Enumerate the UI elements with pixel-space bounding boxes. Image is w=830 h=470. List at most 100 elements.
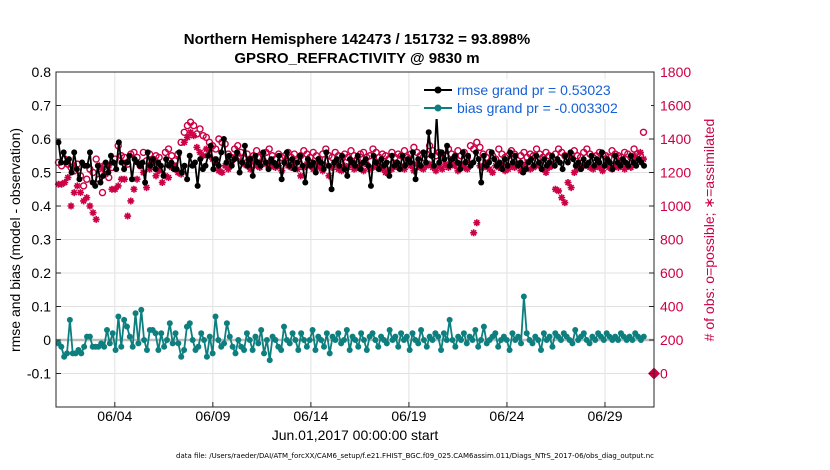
y-left-tick-label: 0.5 bbox=[32, 165, 52, 181]
y-right-tick-label: 0 bbox=[660, 366, 668, 382]
obs-assimilated-point bbox=[80, 197, 88, 205]
rmse-point bbox=[226, 152, 233, 159]
bias-point bbox=[580, 330, 587, 337]
obs-assimilated-point bbox=[61, 179, 69, 187]
obs-assimilated-point bbox=[627, 163, 635, 171]
bias-point bbox=[418, 326, 425, 333]
x-tick-label: 06/29 bbox=[587, 408, 622, 424]
rmse-point bbox=[609, 166, 616, 173]
rmse-point bbox=[210, 166, 217, 173]
y-axis-left-label: rmse and bias (model - observation) bbox=[7, 128, 23, 352]
obs-assimilated-point bbox=[501, 167, 509, 175]
obs-assimilated-point bbox=[325, 172, 333, 180]
bias-point bbox=[446, 316, 453, 323]
bias-point bbox=[166, 320, 173, 327]
bias-point bbox=[64, 350, 71, 357]
rmse-point bbox=[110, 159, 117, 166]
rmse-point bbox=[344, 172, 351, 179]
obs-assimilated-point bbox=[155, 167, 163, 175]
obs-possible-point bbox=[190, 121, 198, 130]
bias-point bbox=[372, 337, 379, 343]
bias-point bbox=[163, 337, 170, 343]
rmse-point bbox=[641, 162, 648, 169]
obs-assimilated-point bbox=[165, 174, 173, 182]
rmse-point bbox=[430, 162, 437, 169]
bias-point bbox=[518, 340, 525, 347]
obs-assimilated-point bbox=[432, 167, 440, 175]
bias-point bbox=[281, 323, 288, 330]
rmse-point bbox=[283, 149, 290, 156]
obs-assimilated-point bbox=[570, 169, 578, 176]
bias-point bbox=[449, 337, 456, 343]
bias-point bbox=[423, 343, 430, 350]
rmse-point bbox=[409, 149, 416, 156]
obs-assimilated-point bbox=[621, 165, 629, 173]
obs-assimilated-point bbox=[218, 169, 226, 176]
bias-point bbox=[557, 337, 564, 343]
rmse-point bbox=[202, 162, 209, 169]
obs-possible-point bbox=[265, 145, 273, 153]
obs-possible-point bbox=[347, 147, 355, 155]
bias-point bbox=[298, 330, 305, 337]
rmse-point bbox=[320, 166, 327, 173]
bias-point bbox=[215, 337, 222, 343]
bias-point bbox=[469, 337, 476, 343]
bias-point bbox=[452, 343, 459, 350]
chart-subtitle: GPSRO_REFRACTIVITY @ 9830 m bbox=[234, 50, 479, 67]
obs-assimilated-point bbox=[372, 162, 380, 170]
obs-assimilated-point bbox=[316, 163, 324, 171]
obs-assimilated-point bbox=[202, 145, 210, 153]
legend-bias-marker bbox=[434, 104, 442, 112]
obs-assimilated-point bbox=[127, 197, 135, 205]
rmse-point bbox=[559, 166, 566, 173]
rmse-point bbox=[220, 136, 227, 142]
obs-assimilated-point bbox=[102, 170, 110, 178]
bias-point bbox=[615, 337, 622, 343]
x-tick-label: 06/24 bbox=[489, 408, 524, 424]
bias-point bbox=[312, 347, 319, 354]
y-right-tick-label: 1400 bbox=[660, 131, 691, 147]
obs-assimilated-point bbox=[290, 158, 298, 166]
bias-point bbox=[460, 330, 467, 337]
obs-assimilated-point bbox=[507, 162, 515, 170]
rmse-point bbox=[601, 162, 608, 169]
rmse-point bbox=[556, 159, 563, 166]
rmse-point bbox=[191, 159, 198, 166]
bias-point bbox=[429, 337, 436, 343]
legend: rmse grand pr = 0.53023 bias grand pr = … bbox=[420, 79, 651, 119]
rmse-point bbox=[362, 156, 369, 163]
bias-point bbox=[478, 337, 485, 343]
rmse-point bbox=[486, 159, 493, 166]
rmse-point bbox=[504, 162, 511, 169]
rmse-point bbox=[139, 159, 146, 166]
rmse-point bbox=[194, 182, 201, 189]
obs-assimilated-point bbox=[460, 163, 468, 171]
rmse-point bbox=[333, 156, 340, 163]
rmse-point bbox=[168, 159, 175, 166]
obs-assimilated-point bbox=[338, 167, 346, 175]
obs-possible-point bbox=[196, 125, 204, 133]
bias-point bbox=[109, 330, 116, 337]
obs-assimilated-point bbox=[174, 169, 182, 176]
rmse-point bbox=[94, 162, 101, 169]
rmse-point bbox=[58, 159, 65, 166]
obs-assimilated-point bbox=[636, 148, 644, 156]
bias-point bbox=[343, 326, 350, 333]
y-right-ticks: 0 200 400 600 800 1000 1200 1400 1600 1800 bbox=[649, 64, 691, 382]
bias-point bbox=[106, 340, 113, 347]
rmse-point bbox=[223, 159, 230, 166]
rmse-point bbox=[365, 162, 372, 169]
legend-rmse-label: rmse grand pr = 0.53023 bbox=[457, 82, 611, 98]
obs-assimilated-point bbox=[438, 165, 446, 173]
rmse-point bbox=[517, 159, 524, 166]
rmse-point bbox=[142, 179, 149, 186]
bias-point bbox=[480, 323, 487, 330]
y-right-tick-label: 200 bbox=[660, 332, 684, 348]
rmse-point bbox=[231, 156, 238, 163]
rmse-point bbox=[633, 162, 640, 169]
obs-assimilated-point bbox=[83, 194, 91, 202]
obs-assimilated-point bbox=[630, 152, 638, 160]
rmse-point bbox=[375, 166, 382, 173]
bias-point bbox=[258, 326, 265, 333]
rmse-point bbox=[84, 162, 91, 169]
